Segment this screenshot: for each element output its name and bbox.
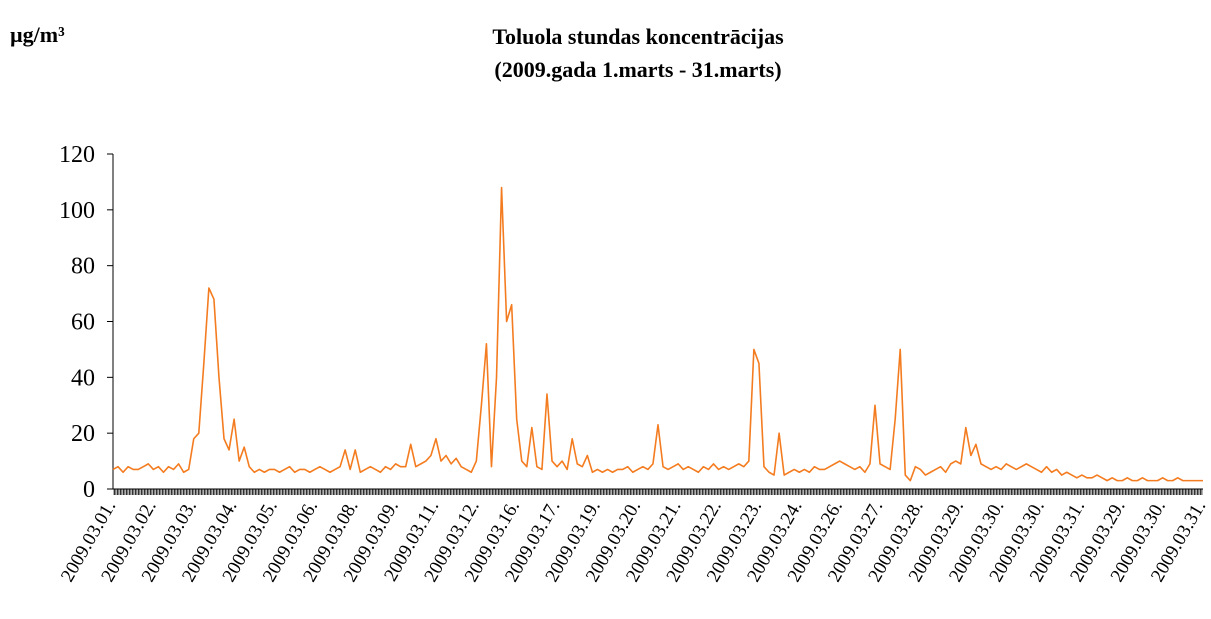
data-line: [112, 186, 1203, 482]
y-tick-label: 0: [83, 477, 95, 503]
y-tick-label: 20: [71, 421, 95, 447]
y-tick-label: 120: [59, 142, 95, 168]
y-tick-label: 100: [59, 198, 95, 224]
chart-title: Toluola stundas koncentrācijas: [492, 24, 784, 49]
y-tick-label: 60: [71, 310, 95, 336]
chart-subtitle: (2009.gada 1.marts - 31.marts): [494, 57, 781, 82]
x-tick-band: [113, 489, 1203, 495]
y-axis-label: µg/m³: [10, 22, 65, 47]
y-tick-label: 40: [71, 365, 95, 391]
y-tick-label: 80: [71, 254, 95, 280]
